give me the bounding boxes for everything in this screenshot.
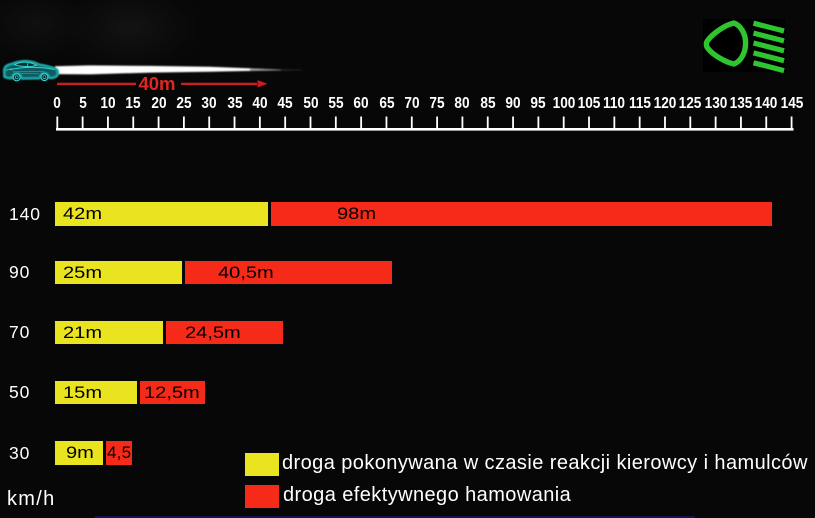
- svg-text:40m: 40m: [138, 73, 175, 94]
